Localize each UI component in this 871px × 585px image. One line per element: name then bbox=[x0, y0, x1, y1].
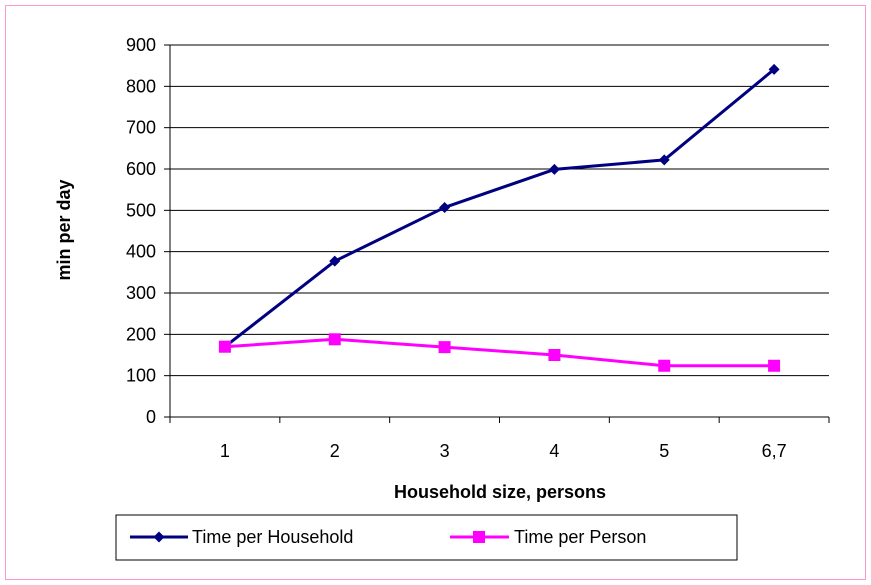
x-tick-label: 6,7 bbox=[762, 441, 787, 461]
axes bbox=[164, 44, 830, 423]
data-point-square bbox=[438, 341, 451, 354]
y-tick-label: 700 bbox=[126, 118, 156, 138]
x-tick-label: 4 bbox=[549, 441, 559, 461]
legend-box bbox=[115, 514, 738, 561]
y-tick-label: 200 bbox=[126, 324, 156, 344]
legend-marker-square bbox=[473, 531, 485, 543]
x-axis-title: Household size, persons bbox=[394, 482, 606, 502]
series-line-0 bbox=[223, 68, 776, 348]
data-point-diamond bbox=[439, 201, 451, 213]
y-axis-title: min per day bbox=[54, 179, 74, 280]
legend-label-household: Time per Household bbox=[192, 527, 353, 547]
series-lines bbox=[218, 63, 781, 372]
data-point-square bbox=[328, 333, 341, 346]
gridlines bbox=[170, 44, 829, 377]
y-tick-label: 900 bbox=[126, 35, 156, 55]
y-tick-label: 800 bbox=[126, 76, 156, 96]
legend-marker-diamond bbox=[153, 531, 165, 543]
data-point-diamond bbox=[548, 163, 560, 175]
x-tick-label: 5 bbox=[659, 441, 669, 461]
y-tick-label: 400 bbox=[126, 242, 156, 262]
legend: Time per Household Time per Person bbox=[115, 514, 738, 561]
x-tick-label: 2 bbox=[330, 441, 340, 461]
data-point-diamond bbox=[658, 154, 670, 166]
data-point-square bbox=[658, 359, 671, 372]
y-tick-label: 0 bbox=[146, 407, 156, 427]
y-tick-labels: 0 100 200 300 400 500 600 700 800 900 bbox=[126, 35, 156, 427]
data-point-square bbox=[548, 349, 561, 361]
y-tick-label: 500 bbox=[126, 200, 156, 220]
data-point-diamond bbox=[329, 255, 341, 267]
data-point-square bbox=[218, 340, 231, 353]
y-tick-label: 600 bbox=[126, 159, 156, 179]
y-tick-label: 100 bbox=[126, 366, 156, 386]
series-line-1 bbox=[224, 337, 775, 368]
x-tick-labels: 1 2 3 4 5 6,7 bbox=[220, 441, 787, 461]
data-point-diamond bbox=[768, 63, 780, 75]
y-tick-label: 300 bbox=[126, 283, 156, 303]
legend-label-person: Time per Person bbox=[514, 527, 646, 547]
x-tick-label: 1 bbox=[220, 441, 230, 461]
data-point-square bbox=[768, 359, 781, 372]
x-tick-label: 3 bbox=[440, 441, 450, 461]
